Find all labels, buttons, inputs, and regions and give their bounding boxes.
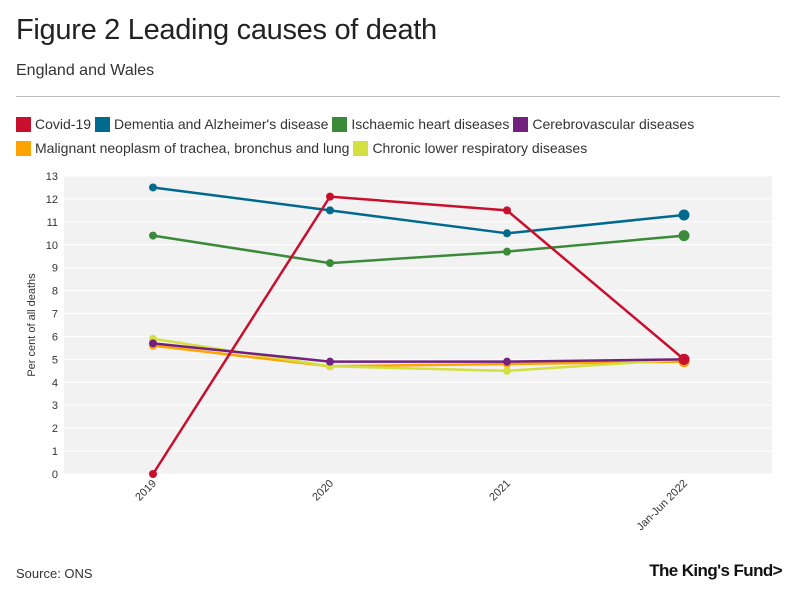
data-point [149,339,157,348]
source-note: Source: ONS [16,566,93,581]
series-line [152,234,685,265]
y-tick-label: 2 [52,423,58,435]
y-tick-label: 6 [52,331,58,343]
y-axis-label: Per cent of all deaths [26,273,38,377]
legend-label: Dementia and Alzheimer's disease [114,116,329,132]
series-line [152,186,685,235]
data-point [326,357,334,366]
x-tick-label: 2021 [487,478,513,504]
legend-item: Cerebrovascular diseases [513,114,694,135]
legend-item: Malignant neoplasm of trachea, bronchus … [16,138,349,159]
data-point [503,247,511,256]
legend-swatch [16,117,31,132]
legend-label: Malignant neoplasm of trachea, bronchus … [35,140,350,156]
data-point [326,259,334,268]
data-point [678,209,690,221]
data-point [149,183,157,192]
header-divider [16,96,780,97]
data-point [678,353,690,365]
chart-subtitle: England and Wales [16,62,155,79]
legend-item: Covid-19 [16,114,91,135]
data-point [503,357,511,366]
data-point [503,206,511,215]
legend-swatch [16,141,31,156]
series-line [151,195,685,475]
y-tick-label: 0 [52,469,58,481]
legend-swatch [513,117,529,132]
x-tick-label: 2020 [310,478,336,504]
y-tick-label: 1 [52,446,58,458]
y-tick-label: 8 [52,286,58,298]
data-point [503,229,511,238]
data-point [149,231,157,240]
legend-label: Chronic lower respiratory diseases [372,140,588,156]
legend-swatch [332,117,348,132]
legend-item: Chronic lower respiratory diseases [353,138,587,159]
y-tick-label: 5 [52,354,58,366]
chart-legend: Covid-19 Dementia and Alzheimer's disease… [16,114,786,162]
y-tick-label: 9 [52,263,58,275]
data-point [678,230,690,242]
legend-label: Ischaemic heart diseases [351,116,510,132]
data-point [149,470,157,478]
legend-label: Covid-19 [35,116,92,132]
chart-title: Figure 2 Leading causes of death [16,14,437,46]
legend-label: Cerebrovascular diseases [532,116,695,132]
legend-item: Dementia and Alzheimer's disease [95,114,328,135]
legend-swatch [95,117,111,132]
kings-fund-logo: The King's Fund> [649,561,782,580]
y-tick-label: 7 [52,309,58,321]
y-tick-label: 4 [52,377,58,389]
y-tick-label: 13 [46,171,58,183]
data-point [503,366,511,375]
x-tick-label: Jan-Jun 2022 [634,478,690,534]
y-tick-label: 11 [47,217,58,229]
legend-item: Ischaemic heart diseases [332,114,509,135]
plot-background [64,176,772,474]
y-tick-label: 12 [46,194,58,206]
data-point [326,192,334,201]
series-line [152,344,685,368]
series-line [152,342,685,363]
y-tick-label: 10 [46,240,58,252]
x-tick-label: 2019 [133,478,159,504]
y-tick-label: 3 [52,400,58,412]
legend-swatch [353,141,369,156]
data-point [326,206,334,215]
